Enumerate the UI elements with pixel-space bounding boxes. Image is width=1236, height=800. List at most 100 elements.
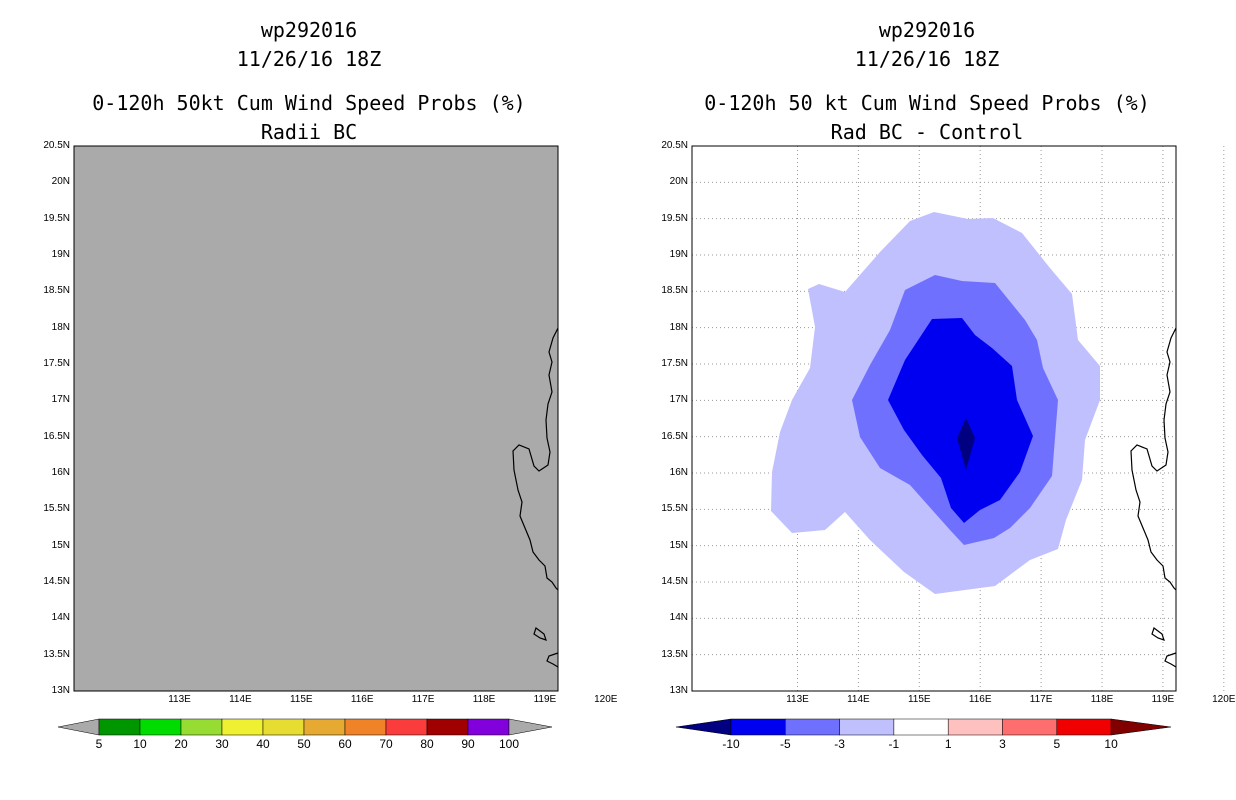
left-y-tick-label: 20.5N: [43, 140, 70, 151]
left-map-fill: [73, 145, 559, 692]
right-colorbar-label: 5: [1053, 737, 1061, 751]
left-y-tick-label: 15.5N: [43, 503, 70, 515]
right-y-tick-label: 13N: [669, 685, 688, 696]
right-title-product: 0-120h 50 kt Cum Wind Speed Probs (%): [704, 91, 1150, 115]
right-y-tick-label: 19N: [669, 249, 688, 260]
right-y-tick-label: 18N: [669, 321, 688, 333]
right-colorbar-swatch: [839, 718, 895, 736]
right-x-tick-label: 118E: [1090, 694, 1114, 705]
left-y-tick-label: 19.5N: [43, 212, 70, 224]
right-y-tick-label: 13.5N: [661, 648, 688, 660]
left-y-tick-label: 17N: [51, 394, 70, 406]
right-y-tick-label: 14.5N: [661, 576, 688, 587]
right-colorbar-swatch: [947, 718, 1003, 736]
left-title-storm: wp292016: [260, 18, 358, 42]
right-y-tick-label: 17N: [669, 394, 688, 406]
right-coastline: [1130, 327, 1177, 591]
left-colorbar-high-arrow: [508, 718, 553, 736]
left-y-tick-label: 13.5N: [43, 648, 70, 660]
left-colorbar-label: 90: [461, 737, 475, 751]
left-colorbar-label: 20: [174, 737, 188, 751]
right-x-tick-label: 119E: [1151, 694, 1175, 705]
right-colorbar-label: 10: [1104, 737, 1118, 751]
right-colorbar-label: -1: [888, 737, 900, 751]
left-title-subtitle: Radii BC: [260, 120, 358, 144]
left-colorbar-label: 30: [215, 737, 229, 751]
left-colorbar-label: 60: [338, 737, 352, 751]
right-colorbar-label: -3: [834, 737, 845, 751]
left-coastline: [512, 327, 559, 591]
right-colorbar-swatch: [730, 718, 786, 736]
right-panel: wp292016 11/26/16 18Z 0-120h 50 kt Cum W…: [618, 0, 1236, 800]
right-x-tick-label: 115E: [907, 694, 931, 705]
right-y-tick-label: 20N: [669, 176, 688, 188]
left-y-tick-label: 19N: [51, 249, 70, 260]
left-x-tick-label: 115E: [289, 694, 313, 705]
right-x-tick-label: 114E: [847, 694, 870, 705]
right-colorbar-label: 1: [944, 737, 952, 751]
right-x-tick-label: 113E: [786, 694, 809, 705]
left-title-date: 11/26/16 18Z: [236, 47, 382, 71]
left-x-tick-label: 117E: [411, 694, 435, 705]
right-island: [1151, 627, 1165, 641]
left-y-tick-label: 17.5N: [43, 358, 70, 369]
left-x-tick-label: 119E: [533, 694, 557, 705]
left-island: [533, 627, 547, 641]
left-y-tick-label: 18.5N: [43, 285, 70, 297]
right-colorbar-swatch: [1002, 718, 1058, 736]
right-title-date: 11/26/16 18Z: [854, 47, 1000, 71]
left-x-tick-label: 114E: [229, 694, 252, 705]
left-y-tick-label: 15N: [51, 539, 70, 551]
right-map-frame: [691, 145, 1177, 692]
right-colorbar-low-arrow: [675, 718, 732, 736]
left-colorbar-label: 70: [379, 737, 393, 751]
left-colorbar-label: 80: [420, 737, 434, 751]
left-y-tick-label: 16N: [51, 467, 70, 478]
right-colorbar-swatch: [785, 718, 840, 736]
right-y-tick-label: 16.5N: [661, 430, 688, 442]
left-y-tick-label: 14.5N: [43, 576, 70, 587]
contour-strong: [888, 318, 1033, 523]
right-y-tick-label: 15N: [669, 539, 688, 551]
left-coast-small: [546, 652, 559, 668]
left-y-tick-label: 14N: [51, 612, 70, 624]
left-y-tick-label: 18N: [51, 321, 70, 333]
left-y-tick-label: 16.5N: [43, 430, 70, 442]
left-colorbar-label: 10: [133, 737, 147, 751]
right-colorbar-high-arrow: [1110, 718, 1172, 736]
contour-darkest: [957, 418, 975, 470]
right-title-subtitle: Rad BC - Control: [830, 120, 1024, 144]
left-x-tick-label: 120E: [594, 694, 618, 705]
right-x-tick-label: 117E: [1029, 694, 1053, 705]
left-colorbar-label: 40: [256, 737, 270, 751]
left-x-tick-label: 116E: [350, 694, 374, 705]
right-colorbar-label: -5: [779, 737, 791, 751]
right-y-tick-label: 20.5N: [661, 140, 688, 151]
left-colorbar-label: 100: [498, 737, 520, 751]
right-colorbar-swatch: [1056, 718, 1112, 736]
left-panel: wp292016 11/26/16 18Z 0-120h 50kt Cum Wi…: [92, 18, 526, 144]
right-y-tick-label: 19.5N: [661, 212, 688, 224]
left-x-tick-label: 113E: [168, 694, 191, 705]
right-y-tick-label: 15.5N: [661, 503, 688, 515]
right-x-tick-label: 116E: [968, 694, 992, 705]
left-y-tick-label: 20N: [51, 176, 70, 188]
right-y-tick-label: 17.5N: [661, 358, 688, 369]
left-y-tick-label: 13N: [51, 685, 70, 696]
right-colorbar-label: 3: [999, 737, 1006, 751]
right-title-storm: wp292016: [878, 18, 976, 42]
right-y-tick-label: 18.5N: [661, 285, 688, 297]
left-title-product: 0-120h 50kt Cum Wind Speed Probs (%): [92, 91, 526, 115]
right-coast-small: [1164, 652, 1177, 668]
left-colorbar-label: 50: [297, 737, 311, 751]
left-x-tick-label: 118E: [472, 694, 496, 705]
right-colorbar-label: -10: [722, 737, 740, 751]
right-x-tick-label: 120E: [1212, 694, 1236, 705]
right-y-tick-label: 16N: [669, 467, 688, 478]
right-colorbar-swatch: [893, 718, 949, 736]
left-colorbar-label: 5: [95, 737, 103, 751]
